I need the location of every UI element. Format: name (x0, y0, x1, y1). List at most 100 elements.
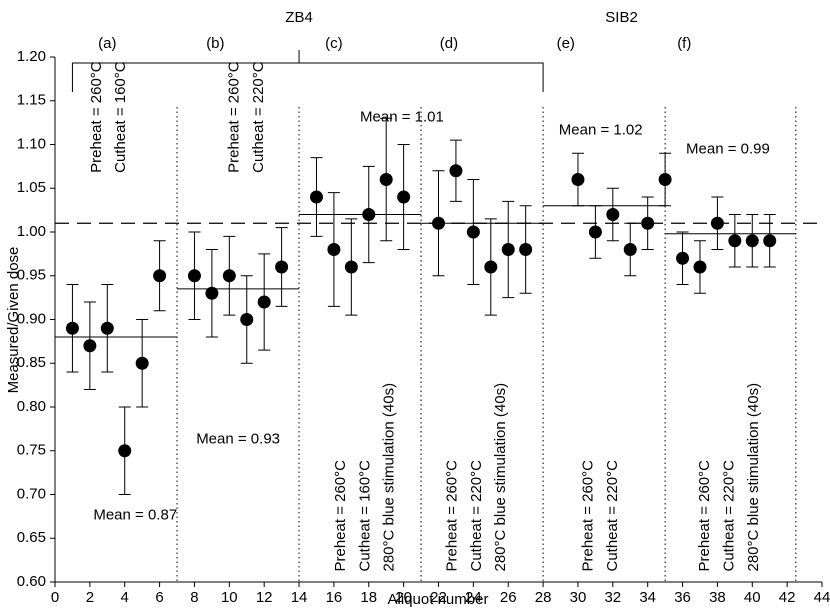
mean-label: Mean = 0.99 (686, 141, 770, 158)
x-tick-label: 18 (360, 589, 377, 606)
data-point (118, 444, 132, 458)
condition-label: 280°C blue stimulation (40s) (381, 383, 398, 572)
data-point (606, 208, 620, 221)
condition-label: Preheat = 260°C (696, 460, 713, 572)
panel-label: (a) (98, 35, 116, 52)
data-point (187, 269, 201, 283)
x-tick-label: 2 (86, 589, 94, 606)
data-point (309, 190, 323, 204)
y-tick-label: 1.05 (17, 179, 46, 196)
data-point (588, 225, 602, 239)
data-point (397, 190, 411, 204)
x-tick-label: 16 (326, 589, 343, 606)
condition-label: Preheat = 260°C (443, 460, 460, 572)
mean-label: Mean = 1.02 (559, 121, 643, 138)
x-tick-label: 32 (604, 589, 621, 606)
y-tick-label: 0.85 (17, 354, 46, 371)
data-point (205, 286, 219, 300)
x-axis-label: Aliquot number (388, 591, 489, 608)
x-tick-label: 8 (190, 589, 198, 606)
y-tick-label: 0.70 (17, 485, 46, 502)
mean-label: Mean = 0.93 (196, 430, 280, 447)
data-point (745, 234, 759, 248)
condition-label: 280°C blue stimulation (40s) (492, 383, 509, 572)
y-tick-label: 0.65 (17, 529, 46, 546)
x-tick-label: 44 (814, 589, 830, 606)
condition-label: Cutheat = 220°C (468, 460, 485, 572)
y-tick-label: 0.90 (17, 310, 46, 327)
panel-label: (e) (557, 35, 575, 52)
x-tick-label: 22 (430, 589, 447, 606)
condition-label: Preheat = 260°C (579, 460, 596, 572)
panel-label: (f) (677, 35, 691, 52)
data-point (135, 356, 149, 370)
data-point (240, 313, 254, 326)
y-tick-label: 0.95 (17, 267, 46, 284)
data-point (571, 173, 585, 186)
x-tick-label: 26 (500, 589, 517, 606)
data-point (275, 260, 289, 274)
condition-label: Preheat = 260°C (332, 460, 349, 572)
x-tick-label: 40 (744, 589, 761, 606)
condition-label: Cutheat = 160°C (356, 460, 373, 572)
data-point (449, 164, 463, 178)
data-point (65, 321, 79, 335)
data-point (693, 260, 707, 274)
x-tick-label: 38 (709, 589, 726, 606)
x-tick-label: 42 (779, 589, 796, 606)
condition-label: Cutheat = 220°C (250, 61, 267, 173)
group-label: ZB4 (285, 9, 313, 26)
data-point (83, 339, 97, 353)
group-label: SIB2 (605, 9, 638, 26)
data-point (658, 173, 672, 186)
x-tick-label: 20 (395, 589, 412, 606)
x-tick-label: 36 (674, 589, 691, 606)
data-point (466, 225, 480, 239)
data-point (763, 234, 777, 248)
condition-label: Preheat = 260°C (226, 61, 243, 173)
x-tick-label: 34 (639, 589, 656, 606)
panel-label: (b) (206, 35, 224, 52)
y-tick-label: 1.20 (17, 48, 46, 65)
data-point (710, 216, 724, 230)
y-tick-label: 1.00 (17, 223, 46, 240)
data-point (519, 243, 533, 256)
condition-label: Cutheat = 160°C (112, 61, 129, 173)
data-point (676, 251, 690, 265)
x-tick-label: 0 (51, 589, 59, 606)
y-axis-label: Measured/Given dose (5, 247, 22, 394)
mean-label: Mean = 0.87 (93, 506, 177, 523)
condition-label: 280°C blue stimulation (40s) (745, 383, 762, 572)
y-tick-label: 0.75 (17, 442, 46, 459)
x-tick-label: 10 (221, 589, 238, 606)
data-point (362, 208, 376, 221)
data-point (432, 216, 445, 230)
panel-label: (c) (325, 35, 343, 52)
data-point (501, 243, 515, 256)
data-point (623, 243, 637, 256)
x-tick-label: 14 (291, 589, 308, 606)
data-point (327, 243, 341, 256)
y-tick-label: 1.10 (17, 135, 46, 152)
x-tick-label: 4 (121, 589, 129, 606)
mean-label: Mean = 1.01 (360, 108, 444, 125)
y-tick-label: 0.60 (17, 573, 46, 590)
data-point (100, 321, 114, 335)
panel-label: (d) (440, 35, 458, 52)
x-tick-label: 24 (465, 589, 482, 606)
data-point (484, 260, 498, 274)
group-bracket (71, 50, 544, 92)
data-point (222, 269, 236, 283)
data-point (344, 260, 358, 274)
data-point (153, 269, 167, 283)
y-tick-label: 1.15 (17, 92, 46, 109)
y-tick-label: 0.80 (17, 398, 46, 415)
x-tick-label: 28 (535, 589, 552, 606)
x-tick-label: 30 (570, 589, 587, 606)
condition-label: Cutheat = 220°C (604, 460, 621, 572)
condition-label: Preheat = 260°C (88, 61, 105, 173)
data-point (379, 173, 393, 186)
data-point (728, 234, 742, 248)
data-point (641, 216, 655, 230)
